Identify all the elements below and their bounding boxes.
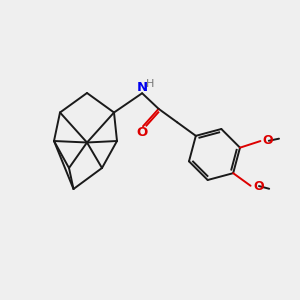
Text: O: O	[136, 126, 147, 139]
Text: O: O	[263, 134, 273, 147]
Text: O: O	[253, 180, 264, 193]
Text: H: H	[146, 79, 155, 88]
Text: N: N	[137, 81, 148, 94]
